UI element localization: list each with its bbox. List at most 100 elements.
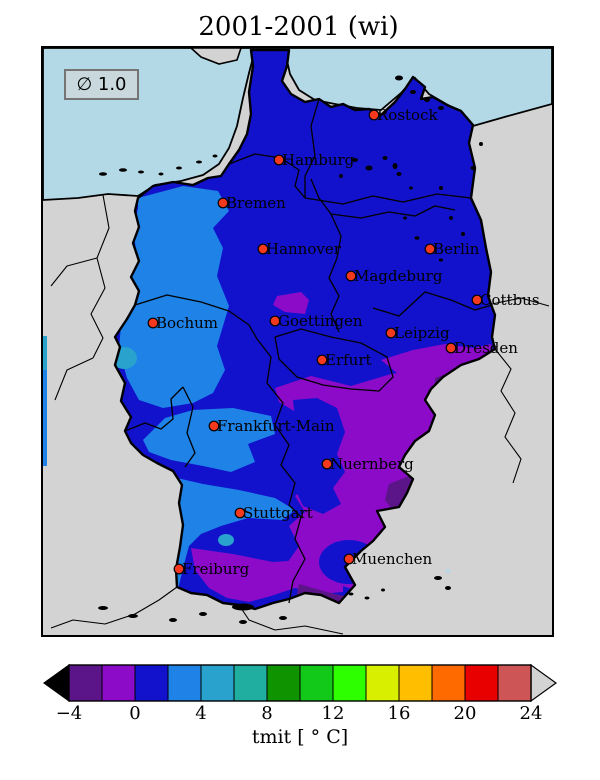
- country-borders: [50, 194, 550, 635]
- city-label: Hannover: [266, 240, 342, 258]
- city-label: Frankfurt-Main: [217, 417, 335, 435]
- colorbar-tick: 12: [321, 703, 345, 724]
- city-label: Bochum: [156, 314, 218, 332]
- colorbar-tick: 16: [387, 703, 411, 724]
- city-marker: [345, 270, 357, 282]
- colorbar-segment: [266, 664, 301, 702]
- zone-2-4-stuttgart-rhine: [159, 478, 295, 594]
- colorbar-segment: [68, 664, 103, 702]
- colorbar-segment: [299, 664, 334, 702]
- colorbar-tick: 24: [519, 703, 543, 724]
- zone-2-4-frankfurt: [143, 408, 275, 472]
- city-label: Magdeburg: [354, 267, 443, 285]
- colorbar-tick: 8: [261, 703, 273, 724]
- figure-title: 2001-2001 (wi): [198, 12, 399, 42]
- city-marker: [445, 342, 457, 354]
- city-label: Cottbus: [480, 291, 540, 309]
- colorbar-tick: 20: [453, 703, 477, 724]
- edge-contour-sliver-teal: [43, 336, 47, 370]
- city-label: Stuttgart: [243, 504, 313, 522]
- city-erfurt: Erfurt: [316, 351, 372, 369]
- city-marker: [273, 154, 285, 166]
- colorbar-segment: [464, 664, 499, 702]
- city-marker: [217, 197, 229, 209]
- city-label: Muenchen: [352, 550, 432, 568]
- colorbar-label: tmit [ ° C]: [251, 726, 349, 748]
- city-rostock: Rostock: [368, 106, 438, 124]
- city-frankfurt-main: Frankfurt-Main: [208, 417, 335, 435]
- city-label: Rostock: [377, 106, 438, 124]
- denmark-land: [189, 48, 242, 65]
- colorbar-segment: [233, 664, 268, 702]
- city-bochum: Bochum: [147, 314, 218, 332]
- colorbar-segment: [167, 664, 202, 702]
- colorbar-tick: −4: [55, 703, 83, 724]
- colorbar-segment: [101, 664, 136, 702]
- cities-layer: Rostock Hamburg Bremen Hannover Berlin Magdeb…: [147, 106, 540, 578]
- city-bremen: Bremen: [217, 194, 286, 212]
- colorbar-tick: 0: [129, 703, 141, 724]
- city-label: Nuernberg: [330, 455, 414, 473]
- zone-m4-m2-alps: [297, 584, 353, 606]
- zone-m2-0-erzgebirge: [381, 344, 493, 378]
- map-panel: Rostock Hamburg Bremen Hannover Berlin Magdeb…: [41, 46, 554, 637]
- city-dresden: Dresden: [445, 339, 518, 357]
- bodensee: [232, 603, 254, 611]
- colorbar-segment: [134, 664, 169, 702]
- city-marker: [208, 420, 220, 432]
- colorbar-over-arrow: [530, 663, 558, 703]
- city-stuttgart: Stuttgart: [234, 504, 313, 522]
- colorbar-segment: [332, 664, 367, 702]
- colorbar: [42, 662, 558, 704]
- city-hannover: Hannover: [257, 240, 342, 258]
- city-leipzig: Leipzig: [385, 324, 450, 342]
- city-hamburg: Hamburg: [273, 151, 355, 169]
- city-goettingen: Goettingen: [269, 312, 363, 330]
- germany-map: Rostock Hamburg Bremen Hannover Berlin Magdeb…: [43, 48, 552, 635]
- city-marker: [269, 315, 281, 327]
- mean-value-text: ∅ 1.0: [76, 74, 127, 95]
- city-marker: [173, 563, 185, 575]
- city-muenchen: Muenchen: [343, 550, 432, 568]
- colorbar-segment: [431, 664, 466, 702]
- zone-m2-0-goettingen: [273, 292, 309, 314]
- mean-value-badge: ∅ 1.0: [64, 69, 139, 100]
- city-label: Hamburg: [282, 151, 355, 169]
- germany-border: [113, 48, 497, 611]
- city-freiburg: Freiburg: [173, 560, 250, 578]
- city-label: Freiburg: [182, 560, 250, 578]
- city-label: Erfurt: [325, 351, 372, 369]
- colorbar-segment: [497, 664, 532, 702]
- colorbar-tick: 4: [195, 703, 207, 724]
- zone-4-6-stuttgart: [218, 534, 234, 546]
- city-marker: [234, 507, 246, 519]
- city-marker: [368, 109, 380, 121]
- colorbar-segments: [68, 664, 532, 702]
- city-marker: [257, 243, 269, 255]
- colorbar-svg: [42, 663, 558, 703]
- colorbar-segment: [365, 664, 400, 702]
- city-label: Leipzig: [394, 324, 450, 342]
- state-borders: [124, 98, 493, 604]
- colorbar-ticks: −4 0 4 8 12 16 20 24: [43, 703, 557, 725]
- city-marker: [147, 317, 159, 329]
- city-magdeburg: Magdeburg: [345, 267, 443, 285]
- city-marker: [424, 243, 436, 255]
- city-label: Bremen: [226, 194, 286, 212]
- alpine-lake: [445, 569, 451, 573]
- city-marker: [321, 458, 333, 470]
- colorbar-frame: [68, 664, 532, 702]
- islands-and-lakes: [98, 75, 483, 624]
- city-marker: [316, 354, 328, 366]
- city-label: Berlin: [433, 240, 480, 258]
- colorbar-segment: [398, 664, 433, 702]
- city-cottbus: Cottbus: [471, 291, 540, 309]
- city-marker: [343, 553, 355, 565]
- city-label: Goettingen: [278, 312, 363, 330]
- zone-0-2-nuernberg-pocket: [289, 398, 345, 514]
- city-berlin: Berlin: [424, 240, 480, 258]
- city-marker: [385, 327, 397, 339]
- colorbar-under-arrow: [42, 663, 70, 703]
- city-marker: [471, 294, 483, 306]
